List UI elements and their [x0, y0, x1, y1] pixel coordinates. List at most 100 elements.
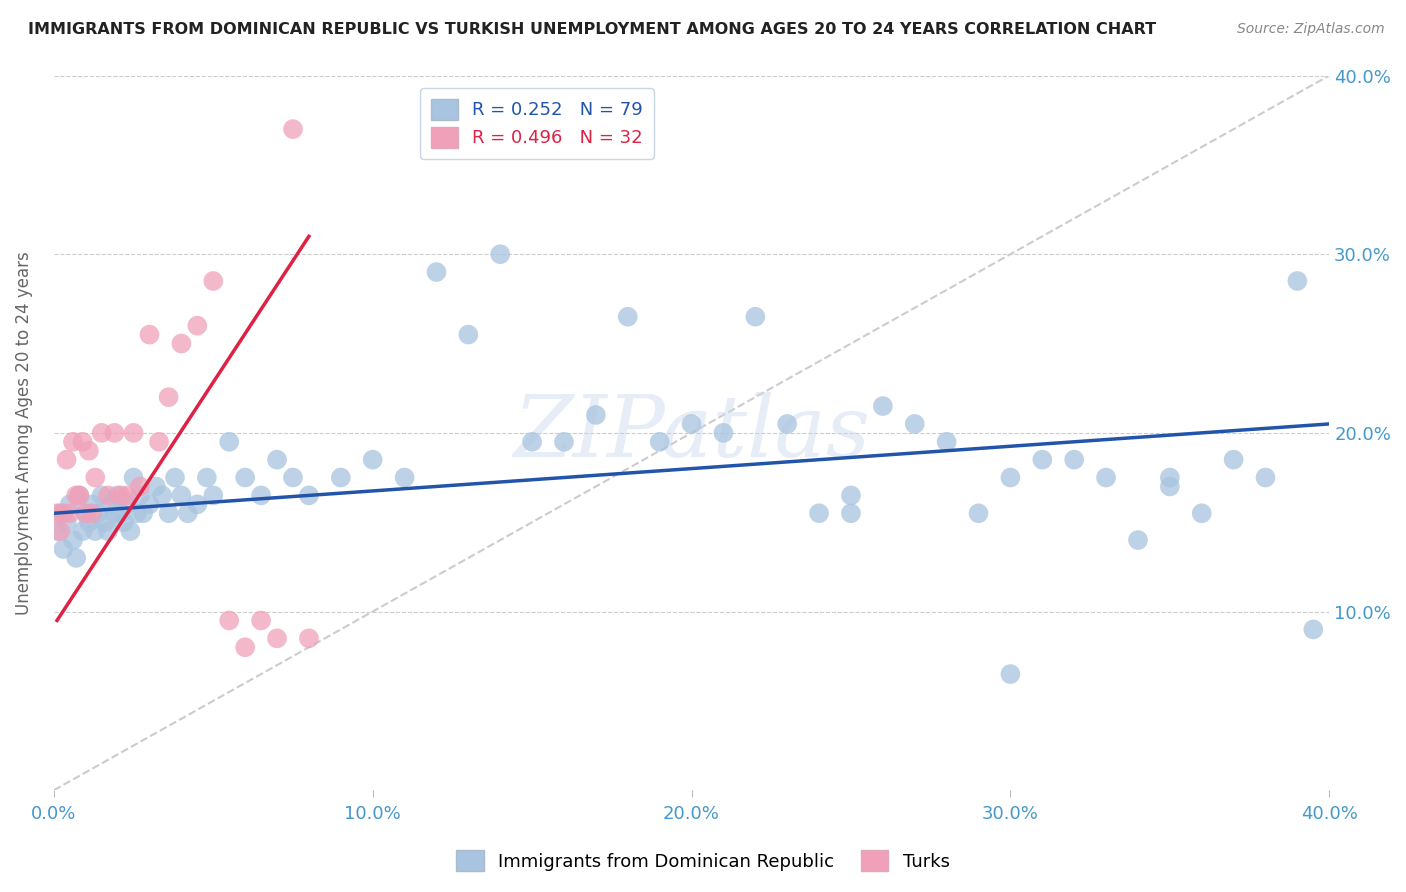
- Point: [967, 506, 990, 520]
- Point: [110, 488, 132, 502]
- Point: [394, 470, 416, 484]
- Point: [65, 550, 87, 565]
- Point: [122, 470, 145, 484]
- Point: [115, 488, 138, 502]
- Point: [62, 434, 84, 449]
- Point: [67, 488, 90, 502]
- Point: [145, 479, 167, 493]
- Point: [72, 524, 94, 538]
- Point: [1159, 470, 1181, 484]
- Point: [75, 506, 97, 520]
- Point: [553, 434, 575, 449]
- Point: [163, 470, 186, 484]
- Point: [904, 417, 927, 431]
- Point: [52, 541, 75, 556]
- Point: [77, 515, 100, 529]
- Point: [616, 310, 638, 324]
- Legend: R = 0.252   N = 79, R = 0.496   N = 32: R = 0.252 N = 79, R = 0.496 N = 32: [420, 88, 654, 159]
- Point: [84, 524, 107, 538]
- Point: [150, 488, 173, 502]
- Point: [520, 434, 543, 449]
- Point: [1254, 470, 1277, 484]
- Point: [186, 497, 208, 511]
- Point: [97, 488, 120, 502]
- Point: [218, 614, 240, 628]
- Point: [1191, 506, 1213, 520]
- Point: [713, 425, 735, 440]
- Point: [250, 488, 273, 502]
- Point: [46, 524, 69, 538]
- Point: [110, 506, 132, 520]
- Point: [87, 506, 110, 520]
- Point: [266, 452, 288, 467]
- Point: [1000, 470, 1022, 484]
- Point: [585, 408, 607, 422]
- Point: [62, 533, 84, 547]
- Point: [1126, 533, 1149, 547]
- Point: [648, 434, 671, 449]
- Point: [1159, 479, 1181, 493]
- Point: [744, 310, 766, 324]
- Point: [59, 497, 82, 511]
- Point: [112, 515, 135, 529]
- Legend: Immigrants from Dominican Republic, Turks: Immigrants from Dominican Republic, Turk…: [449, 843, 957, 879]
- Point: [233, 640, 256, 655]
- Point: [65, 488, 87, 502]
- Point: [1000, 667, 1022, 681]
- Point: [170, 336, 193, 351]
- Point: [120, 524, 142, 538]
- Point: [138, 327, 160, 342]
- Point: [82, 506, 104, 520]
- Point: [186, 318, 208, 333]
- Point: [425, 265, 447, 279]
- Y-axis label: Unemployment Among Ages 20 to 24 years: Unemployment Among Ages 20 to 24 years: [15, 251, 32, 615]
- Point: [90, 425, 112, 440]
- Point: [84, 470, 107, 484]
- Point: [839, 506, 862, 520]
- Point: [49, 506, 72, 520]
- Point: [298, 488, 321, 502]
- Point: [55, 452, 77, 467]
- Point: [82, 497, 104, 511]
- Point: [839, 488, 862, 502]
- Point: [266, 632, 288, 646]
- Point: [361, 452, 384, 467]
- Point: [1302, 623, 1324, 637]
- Point: [72, 434, 94, 449]
- Point: [1031, 452, 1053, 467]
- Point: [935, 434, 957, 449]
- Point: [1063, 452, 1085, 467]
- Point: [808, 506, 831, 520]
- Point: [298, 632, 321, 646]
- Point: [55, 515, 77, 529]
- Point: [59, 506, 82, 520]
- Point: [129, 488, 152, 502]
- Point: [138, 497, 160, 511]
- Point: [1095, 470, 1118, 484]
- Point: [157, 506, 180, 520]
- Point: [49, 524, 72, 538]
- Point: [75, 506, 97, 520]
- Point: [195, 470, 218, 484]
- Point: [1286, 274, 1309, 288]
- Point: [94, 515, 117, 529]
- Point: [67, 488, 90, 502]
- Point: [100, 497, 122, 511]
- Point: [46, 506, 69, 520]
- Text: ZIPatlas: ZIPatlas: [513, 392, 870, 475]
- Point: [107, 488, 129, 502]
- Point: [776, 417, 799, 431]
- Point: [103, 506, 125, 520]
- Point: [457, 327, 479, 342]
- Point: [233, 470, 256, 484]
- Point: [681, 417, 703, 431]
- Point: [52, 506, 75, 520]
- Point: [129, 479, 152, 493]
- Point: [281, 470, 304, 484]
- Point: [90, 488, 112, 502]
- Point: [148, 434, 170, 449]
- Point: [157, 390, 180, 404]
- Point: [97, 524, 120, 538]
- Point: [115, 497, 138, 511]
- Point: [170, 488, 193, 502]
